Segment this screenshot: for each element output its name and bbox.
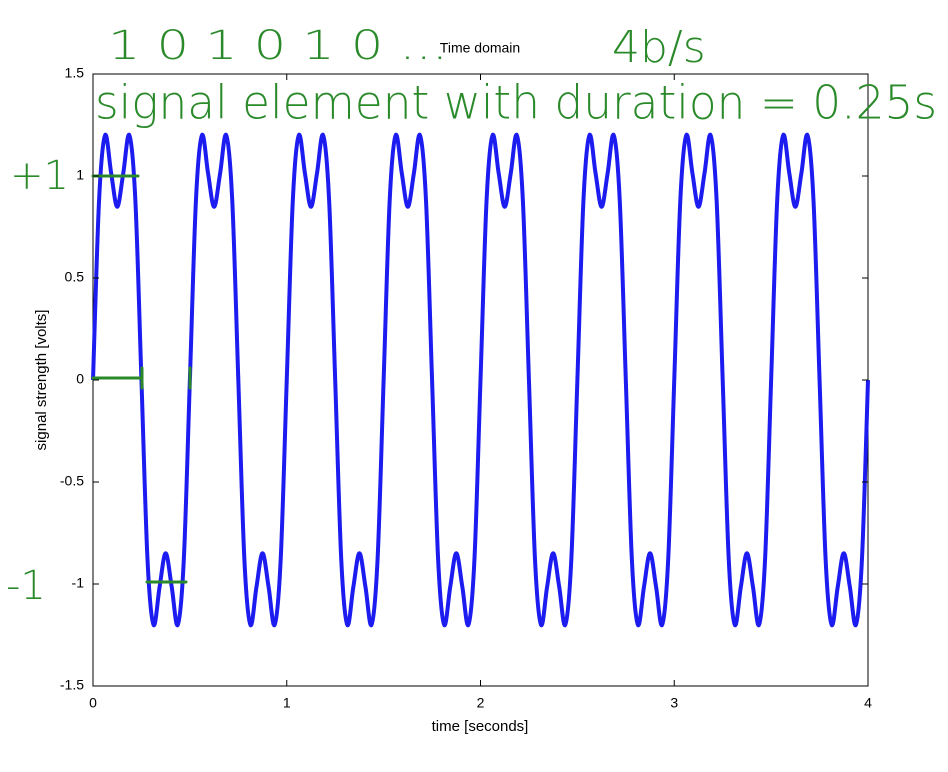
y-tick-label: 1.5 bbox=[65, 65, 85, 81]
x-tick-label: 4 bbox=[864, 695, 872, 711]
y-tick-label: -1.5 bbox=[60, 677, 84, 693]
annotation: +1 bbox=[10, 153, 69, 199]
plot-area bbox=[91, 133, 870, 627]
x-axis-label: time [seconds] bbox=[432, 718, 529, 735]
annotation: 1 0 1 0 1 0 ... bbox=[108, 23, 448, 69]
y-tick-label: -0.5 bbox=[60, 473, 84, 489]
y-tick-label: -1 bbox=[72, 575, 85, 591]
annotation: -1 bbox=[6, 563, 46, 609]
annotation: 4b/s bbox=[612, 22, 706, 73]
annotation: signal element with duration = 0.25s bbox=[95, 76, 937, 130]
signal-line bbox=[91, 133, 870, 627]
y-tick-label: 0.5 bbox=[65, 269, 85, 285]
chart-title: Time domain bbox=[440, 40, 520, 56]
x-tick-label: 3 bbox=[670, 695, 678, 711]
y-tick-label: 1 bbox=[76, 167, 84, 183]
x-tick-label: 1 bbox=[283, 695, 291, 711]
handwritten-marks bbox=[91, 174, 192, 584]
x-tick-label: 0 bbox=[89, 695, 97, 711]
x-tick-label: 2 bbox=[477, 695, 485, 711]
y-tick-label: 0 bbox=[76, 371, 84, 387]
y-axis-label: signal strength [volts] bbox=[33, 310, 50, 451]
